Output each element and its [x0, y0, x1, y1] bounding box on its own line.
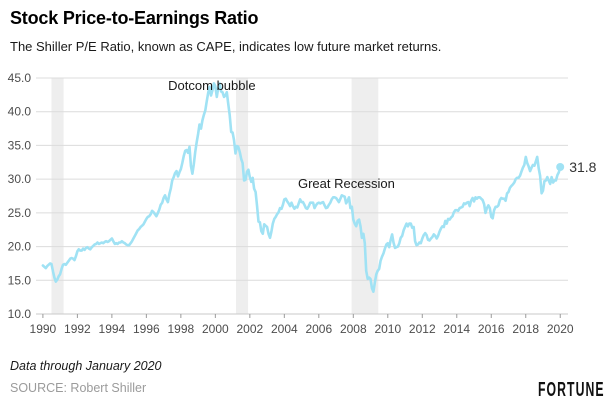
fortune-logo: FORTUNE — [538, 378, 605, 401]
x-tick-label: 2010 — [374, 322, 401, 336]
page-title: Stock Price-to-Earnings Ratio — [10, 8, 259, 28]
x-tick-label: 2002 — [236, 322, 263, 336]
x-tick-label: 1994 — [99, 322, 126, 336]
y-tick-label: 15.0 — [8, 273, 32, 287]
great-recession-annotation: Great Recession — [298, 176, 395, 191]
x-tick-label: 2014 — [443, 322, 470, 336]
page-subtitle: The Shiller P/E Ratio, known as CAPE, in… — [10, 39, 442, 54]
y-tick-label: 25.0 — [8, 206, 32, 220]
y-tick-label: 10.0 — [8, 307, 32, 321]
x-tick-label: 1996 — [133, 322, 160, 336]
y-tick-label: 40.0 — [8, 105, 32, 119]
recession-band — [51, 78, 64, 314]
end-value-label: 31.8 — [569, 159, 596, 175]
x-tick-label: 2020 — [547, 322, 574, 336]
x-tick-label: 2004 — [271, 322, 298, 336]
data-note: Data through January 2020 — [10, 359, 162, 373]
x-tick-label: 2018 — [512, 322, 539, 336]
x-tick-label: 1992 — [64, 322, 91, 336]
x-tick-label: 2008 — [340, 322, 367, 336]
y-tick-label: 20.0 — [8, 240, 32, 254]
y-tick-label: 30.0 — [8, 172, 32, 186]
x-tick-label: 1998 — [168, 322, 195, 336]
x-tick-label: 2000 — [202, 322, 229, 336]
y-tick-label: 45.0 — [8, 71, 32, 85]
y-tick-label: 35.0 — [8, 138, 32, 152]
cape-line — [41, 82, 562, 293]
x-tick-label: 2006 — [305, 322, 332, 336]
dotcom-bubble-annotation: Dotcom bubble — [168, 78, 255, 93]
x-tick-label: 2016 — [478, 322, 505, 336]
recession-band — [236, 78, 249, 314]
source-credit: SOURCE: Robert Shiller — [10, 381, 147, 395]
recession-band — [351, 78, 379, 314]
end-point-dot — [556, 163, 565, 171]
x-tick-label: 1990 — [30, 322, 57, 336]
x-tick-label: 2012 — [409, 322, 436, 336]
